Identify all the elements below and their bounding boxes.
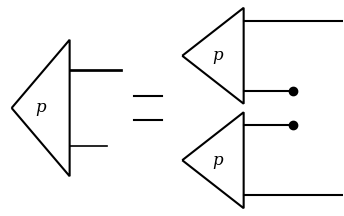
Text: p: p — [213, 152, 223, 169]
Text: p: p — [35, 100, 46, 116]
Text: p: p — [213, 47, 223, 64]
